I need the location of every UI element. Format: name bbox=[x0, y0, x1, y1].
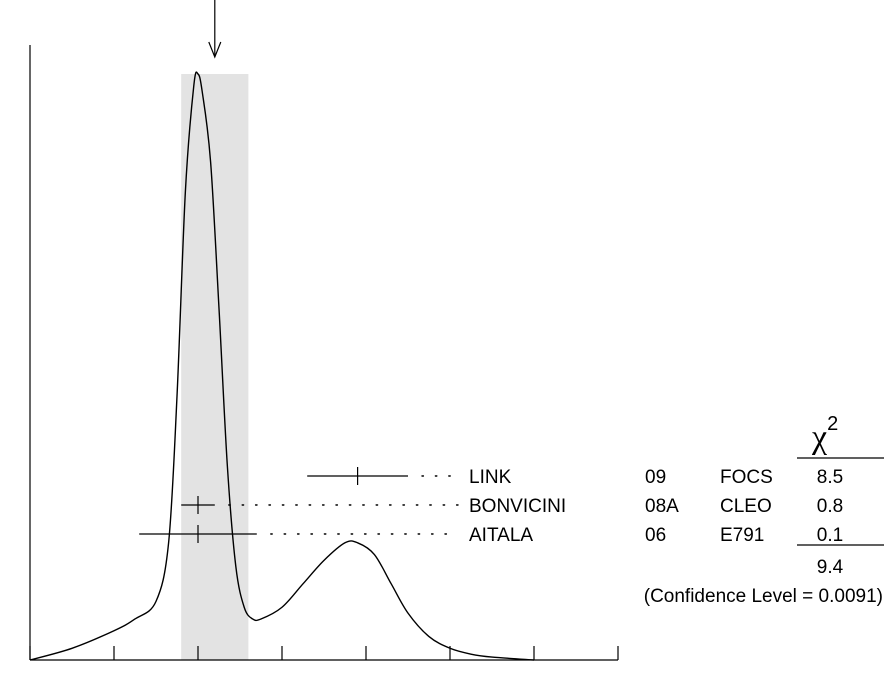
measurement-experiment: FOCS bbox=[720, 467, 773, 488]
x-axis-ticks: -0.200.20.40.60.811.2 bbox=[29, 646, 619, 660]
chi2-superscript: 2 bbox=[827, 413, 838, 435]
measurement-experiment: E791 bbox=[720, 525, 764, 546]
chi2-header: χ2 bbox=[811, 413, 838, 456]
measurement-year: 09 bbox=[645, 467, 666, 488]
measurement-year: 08A bbox=[645, 496, 679, 517]
measurement-year: 06 bbox=[645, 525, 666, 546]
measurements-group: LINK 09 FOCS 8.5 BONVICINI 08A CLEO 0.8 AITALA 06… bbox=[139, 467, 843, 546]
chi2-symbol: χ bbox=[811, 419, 827, 456]
measurement-row: BONVICINI 08A CLEO 0.8 bbox=[181, 496, 843, 517]
measurement-author: BONVICINI bbox=[469, 496, 566, 517]
measurement-author: AITALA bbox=[469, 525, 533, 546]
measurement-row: LINK 09 FOCS 8.5 bbox=[307, 467, 843, 488]
confidence-level-text: (Confidence Level = 0.0091) bbox=[644, 586, 883, 607]
chi2-total: 9.4 bbox=[817, 557, 844, 578]
measurement-row: AITALA 06 E791 0.1 bbox=[139, 525, 843, 546]
measurement-author: LINK bbox=[469, 467, 512, 488]
measurement-chi2: 8.5 bbox=[817, 467, 843, 488]
average-uncertainty-band bbox=[181, 74, 249, 660]
chi2-table: χ2 9.4 (Confidence Level = 0.0091) bbox=[644, 413, 884, 607]
measurement-chi2: 0.1 bbox=[817, 525, 843, 546]
average-arrow-icon bbox=[208, 0, 222, 59]
measurement-chi2: 0.8 bbox=[817, 496, 843, 517]
measurement-experiment: CLEO bbox=[720, 496, 772, 517]
ideogram-curve bbox=[29, 71, 535, 661]
